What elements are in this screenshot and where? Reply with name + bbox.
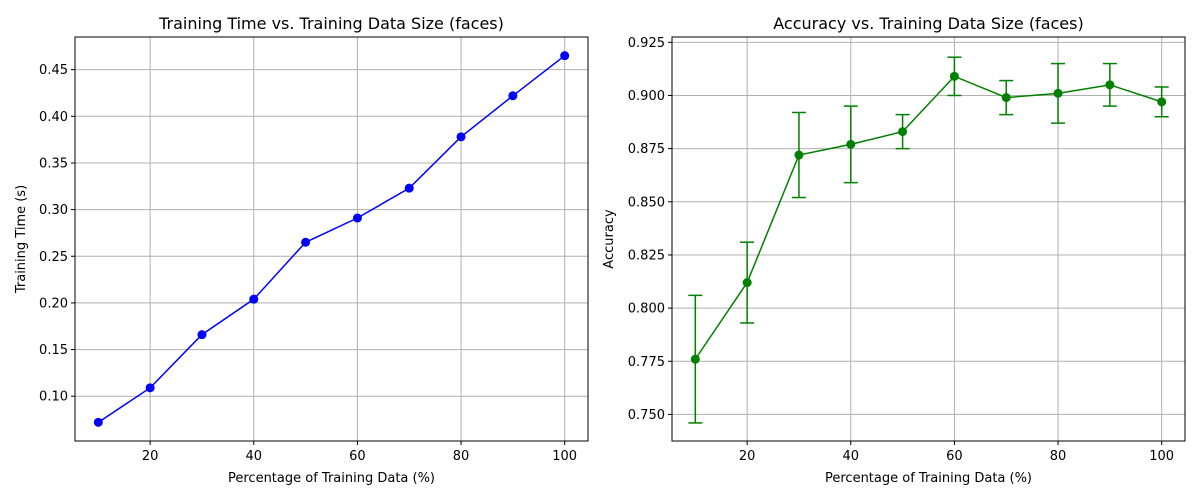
y-tick-label: 0.30 [39, 203, 68, 218]
x-tick-label: 80 [453, 449, 470, 464]
data-point [560, 51, 570, 61]
y-tick-label: 0.10 [39, 390, 68, 405]
series-1 [688, 56, 1169, 424]
data-point [1001, 93, 1011, 103]
y-tick-label: 0.45 [39, 63, 68, 78]
y-tick-label: 0.25 [39, 250, 68, 265]
gridlines [75, 37, 588, 441]
x-tick-label: 20 [739, 449, 756, 464]
data-point [456, 132, 466, 142]
x-tick-label: 20 [142, 449, 159, 464]
y-tick-label: 0.40 [39, 110, 68, 125]
x-axis-label: Percentage of Training Data (%) [825, 471, 1032, 486]
plot-frame [74, 36, 589, 442]
y-tick-label: 0.750 [628, 408, 665, 423]
data-point [404, 183, 414, 193]
data-point [301, 237, 311, 247]
series-1 [93, 51, 570, 427]
data-point [249, 294, 259, 304]
x-tick-label: 60 [946, 449, 963, 464]
y-tick-label: 0.850 [628, 195, 665, 210]
data-point [898, 127, 908, 137]
y-tick-label: 0.775 [628, 355, 665, 370]
chart-title: Accuracy vs. Training Data Size (faces) [773, 14, 1083, 33]
data-point [197, 330, 207, 340]
y-tick-label: 0.825 [628, 248, 665, 263]
data-point [949, 71, 959, 81]
data-point [1053, 88, 1063, 98]
gridlines [672, 37, 1185, 441]
y-tick-label: 0.15 [39, 343, 68, 358]
y-tick-label: 0.875 [628, 142, 665, 157]
y-tick-label: 0.925 [628, 36, 665, 51]
y-tick-label: 0.20 [39, 296, 68, 311]
series-line [97, 55, 566, 423]
data-point [352, 213, 362, 223]
y-axis-label: Training Time (s) [14, 185, 29, 294]
data-point [145, 383, 155, 393]
chart-2: 20 40 60 80 100 0.750 0.775 0.800 0.825 0.850 0.87… [602, 14, 1186, 486]
y-axis-label: Accuracy [602, 209, 617, 269]
data-point [742, 278, 752, 288]
chart-1: 20 40 60 80 100 0.10 0.15 0.20 0.25 0.30 0.35 0.40 0… [14, 14, 589, 486]
y-tick-label: 0.35 [39, 156, 68, 171]
data-point [93, 417, 103, 427]
x-axis-label: Percentage of Training Data (%) [228, 471, 435, 486]
data-point [690, 354, 700, 364]
data-point [794, 150, 804, 160]
data-point [1157, 97, 1167, 107]
x-tick-label: 100 [552, 449, 577, 464]
x-tick-label: 60 [349, 449, 366, 464]
chart-title: Training Time vs. Training Data Size (fa… [158, 14, 504, 33]
x-tick-label: 40 [245, 449, 262, 464]
plot-frame [671, 36, 1186, 442]
x-tick-label: 80 [1050, 449, 1067, 464]
data-point [846, 139, 856, 149]
x-tick-label: 100 [1149, 449, 1174, 464]
y-tick-label: 0.900 [628, 89, 665, 104]
series-line [694, 75, 1162, 360]
data-point [1105, 80, 1115, 90]
x-tick-label: 40 [842, 449, 859, 464]
data-point [508, 91, 518, 101]
y-tick-label: 0.800 [628, 302, 665, 317]
